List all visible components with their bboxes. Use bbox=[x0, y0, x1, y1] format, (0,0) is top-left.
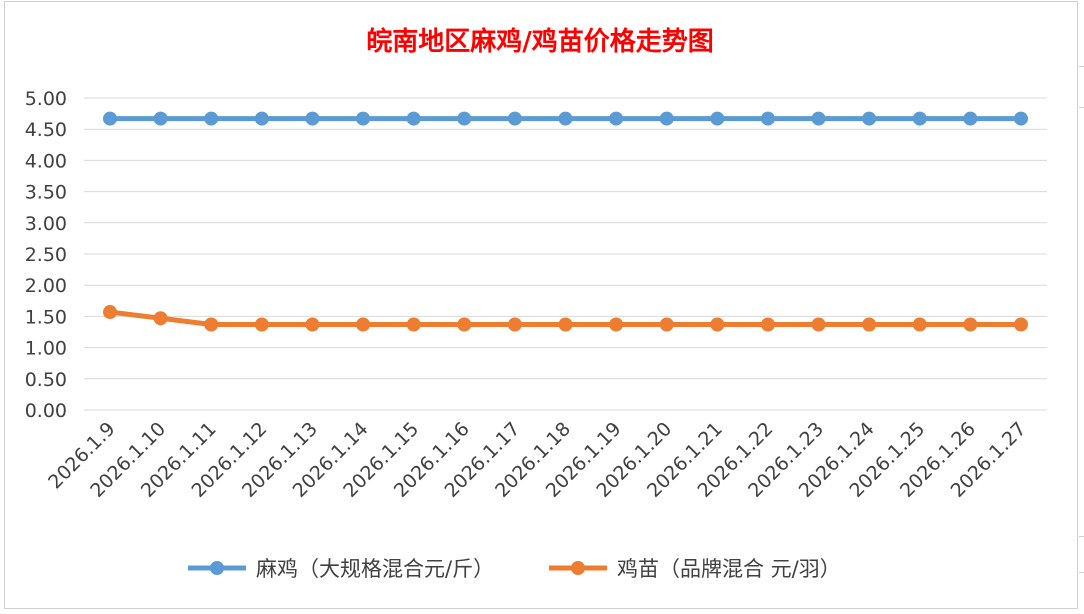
data-point bbox=[963, 111, 978, 126]
edge-mark bbox=[1079, 536, 1084, 537]
data-point bbox=[659, 317, 674, 332]
chart-title: 皖南地区麻鸡/鸡苗价格走势图 bbox=[366, 26, 714, 57]
legend-label: 鸡苗（品牌混合 元/羽） bbox=[617, 557, 841, 581]
data-point bbox=[1014, 317, 1028, 332]
data-point bbox=[305, 317, 320, 332]
x-axis-ticks: 2026.1.92026.1.102026.1.112026.1.122026.… bbox=[44, 418, 1030, 502]
y-tick-label: 3.50 bbox=[25, 182, 67, 204]
legend: 麻鸡（大规格混合元/斤） 鸡苗（品牌混合 元/羽） bbox=[188, 557, 841, 581]
data-point bbox=[811, 111, 826, 126]
data-point bbox=[760, 317, 775, 332]
data-point bbox=[609, 111, 624, 126]
data-point bbox=[204, 111, 219, 126]
data-point bbox=[356, 111, 371, 126]
data-point bbox=[963, 317, 978, 332]
data-point bbox=[457, 111, 472, 126]
data-point bbox=[862, 317, 877, 332]
legend-item: 麻鸡（大规格混合元/斤） bbox=[188, 557, 494, 581]
data-point bbox=[558, 111, 573, 126]
data-point bbox=[254, 111, 269, 126]
legend-swatch-marker bbox=[571, 561, 585, 575]
data-point bbox=[457, 317, 472, 332]
chart-frame bbox=[4, 1, 1078, 609]
y-tick-label: 1.00 bbox=[25, 338, 67, 360]
data-point bbox=[103, 305, 117, 320]
gridlines bbox=[84, 97, 1047, 411]
edge-mark bbox=[1079, 107, 1084, 108]
y-tick-label: 4.50 bbox=[25, 119, 67, 141]
data-point bbox=[204, 317, 219, 332]
y-tick-label: 3.00 bbox=[25, 213, 67, 235]
edge-mark bbox=[1079, 66, 1084, 67]
data-point bbox=[153, 111, 168, 126]
data-point bbox=[406, 111, 421, 126]
y-tick-label: 1.50 bbox=[25, 306, 67, 328]
y-tick-label: 0.50 bbox=[25, 369, 67, 391]
data-point bbox=[356, 317, 371, 332]
data-point bbox=[507, 317, 522, 332]
y-tick-label: 5.00 bbox=[25, 88, 67, 110]
legend-label: 麻鸡（大规格混合元/斤） bbox=[256, 557, 494, 581]
data-point bbox=[862, 111, 877, 126]
data-point bbox=[710, 111, 725, 126]
series-1 bbox=[103, 111, 1028, 126]
y-axis-ticks: 0.00 0.50 1.00 1.50 2.00 2.50 3.00 3.50 4.00 4.50… bbox=[25, 88, 67, 422]
legend-swatch-marker bbox=[210, 561, 224, 575]
data-point bbox=[912, 317, 927, 332]
data-point bbox=[609, 317, 624, 332]
data-point bbox=[1014, 111, 1028, 126]
data-point bbox=[406, 317, 421, 332]
data-point bbox=[254, 317, 269, 332]
data-point bbox=[507, 111, 522, 126]
edge-mark bbox=[1079, 572, 1084, 573]
y-tick-label: 2.50 bbox=[25, 244, 67, 266]
data-point bbox=[659, 111, 674, 126]
data-point bbox=[305, 111, 320, 126]
series-2 bbox=[103, 305, 1028, 332]
legend-item: 鸡苗（品牌混合 元/羽） bbox=[549, 557, 841, 581]
y-tick-label: 0.00 bbox=[25, 400, 67, 422]
data-point bbox=[103, 111, 117, 126]
data-point bbox=[811, 317, 826, 332]
data-point bbox=[912, 111, 927, 126]
data-point bbox=[558, 317, 573, 332]
data-point bbox=[153, 311, 168, 326]
y-tick-label: 2.00 bbox=[25, 275, 67, 297]
series-lines bbox=[103, 111, 1028, 332]
data-point bbox=[760, 111, 775, 126]
data-point bbox=[710, 317, 725, 332]
y-tick-label: 4.00 bbox=[25, 150, 67, 172]
